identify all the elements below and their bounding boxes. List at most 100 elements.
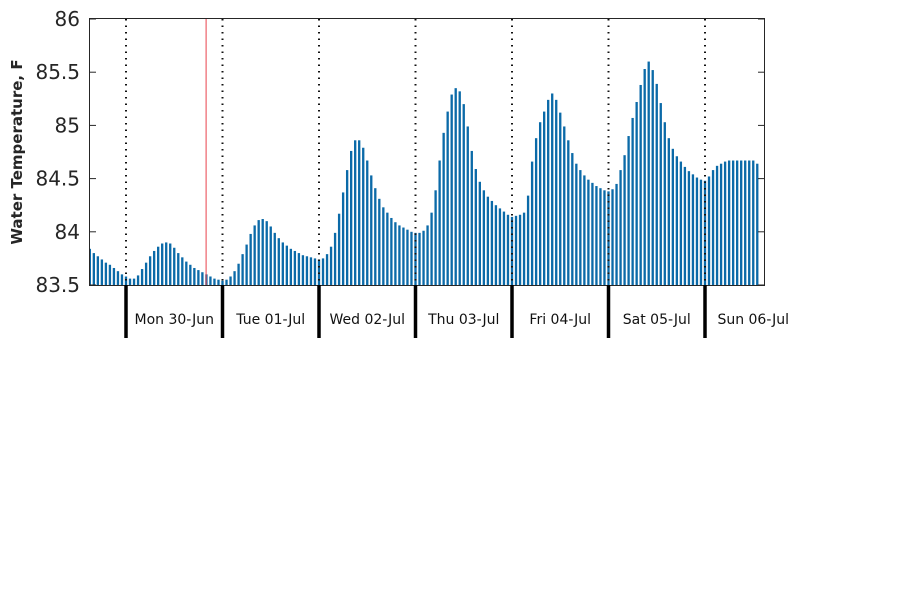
temperature-bar: [157, 246, 160, 285]
temperature-bar: [269, 226, 272, 285]
temperature-bar: [506, 214, 510, 285]
temperature-bar: [752, 160, 755, 285]
temperature-bar: [462, 104, 465, 286]
temperature-bar: [165, 242, 168, 285]
temperature-bar: [522, 212, 526, 285]
temperature-bar: [229, 276, 232, 285]
temperature-bar: [144, 262, 148, 285]
temperature-bar: [201, 272, 204, 285]
y-tick-label: 86: [55, 7, 80, 31]
temperature-bar: [173, 247, 176, 285]
temperature-bar: [587, 179, 590, 285]
temperature-bar: [406, 229, 409, 285]
temperature-bar: [494, 205, 498, 285]
temperature-bar: [345, 170, 349, 285]
temperature-bar: [631, 117, 634, 285]
y-tick-label: 84: [55, 220, 80, 244]
temperature-bar: [579, 170, 582, 285]
temperature-bar: [301, 255, 305, 285]
temperature-bar: [217, 279, 220, 285]
bar-series: [90, 61, 759, 286]
temperature-bar: [715, 165, 719, 285]
day-label: Fri 04-Jul: [529, 312, 591, 328]
temperature-bar: [663, 122, 666, 286]
y-tick-label: 83.5: [35, 273, 80, 297]
temperature-bar: [273, 232, 276, 285]
temperature-bar: [703, 180, 707, 285]
temperature-bar: [627, 136, 630, 285]
temperature-bar: [595, 186, 598, 285]
temperature-bar: [675, 156, 679, 285]
temperature-bar: [748, 160, 751, 285]
temperature-bar: [148, 256, 152, 285]
temperature-bar: [378, 198, 381, 285]
temperature-bar: [530, 161, 534, 285]
temperature-bar: [679, 161, 683, 285]
temperature-bar: [583, 175, 586, 285]
temperature-bar: [458, 91, 461, 285]
temperature-bar: [90, 248, 91, 285]
temperature-bar: [470, 150, 473, 285]
temperature-bar: [434, 190, 437, 285]
temperature-bar: [731, 160, 735, 285]
temperature-bar: [309, 257, 313, 285]
temperature-bar: [567, 140, 570, 285]
temperature-bar: [414, 232, 417, 285]
temperature-bar: [639, 84, 642, 285]
temperature-bar: [169, 243, 172, 285]
temperature-bar: [430, 212, 433, 285]
temperature-bar: [623, 155, 626, 285]
temperature-bar: [225, 279, 228, 285]
temperature-bar: [534, 138, 538, 285]
temperature-bar: [402, 227, 405, 285]
temperature-bar: [418, 232, 421, 285]
temperature-bar: [390, 217, 393, 285]
temperature-bar: [482, 190, 486, 285]
temperature-bar: [313, 258, 317, 285]
temperature-bar: [317, 259, 321, 285]
temperature-bar: [543, 111, 546, 285]
temperature-bar: [615, 183, 618, 285]
temperature-bar: [551, 93, 554, 285]
temperature-bar: [603, 190, 606, 285]
temperature-bar: [92, 253, 95, 285]
temperature-bar: [555, 99, 558, 285]
y-axis-label: Water Temperature, F: [8, 59, 26, 244]
temperature-bar: [261, 219, 264, 285]
temperature-bar: [104, 262, 108, 285]
temperature-bar: [514, 215, 518, 285]
temperature-bar: [498, 208, 502, 285]
temperature-bar: [667, 138, 670, 285]
temperature-bar: [249, 233, 252, 285]
temperature-bar: [124, 276, 128, 285]
temperature-bar: [740, 160, 743, 285]
day-label: Thu 03-Jul: [427, 312, 499, 328]
temperature-bar: [510, 216, 514, 285]
temperature-bar: [285, 245, 288, 285]
temperature-bar: [185, 261, 188, 285]
temperature-bar: [518, 214, 522, 285]
temperature-bar: [333, 232, 337, 285]
temperature-bar: [189, 264, 192, 285]
temperature-bar: [490, 200, 494, 285]
y-tick-label: 85: [55, 113, 80, 137]
temperature-bar: [707, 176, 711, 285]
temperature-bar: [502, 211, 506, 285]
temperature-bar: [253, 225, 256, 285]
temperature-bar: [756, 163, 759, 285]
temperature-bar: [647, 61, 650, 286]
temperature-bar: [486, 196, 490, 285]
temperature-bar: [474, 169, 477, 285]
temperature-bar: [297, 253, 301, 285]
temperature-bar: [683, 166, 687, 285]
temperature-bar: [671, 148, 674, 285]
temperature-bar: [450, 94, 453, 285]
day-label: Sat 05-Jul: [623, 312, 691, 328]
day-divider-lines: [125, 19, 706, 285]
temperature-bar: [559, 112, 562, 285]
temperature-bar: [659, 103, 662, 285]
temperature-bar: [687, 171, 691, 285]
plot-area-frame: [89, 18, 765, 286]
